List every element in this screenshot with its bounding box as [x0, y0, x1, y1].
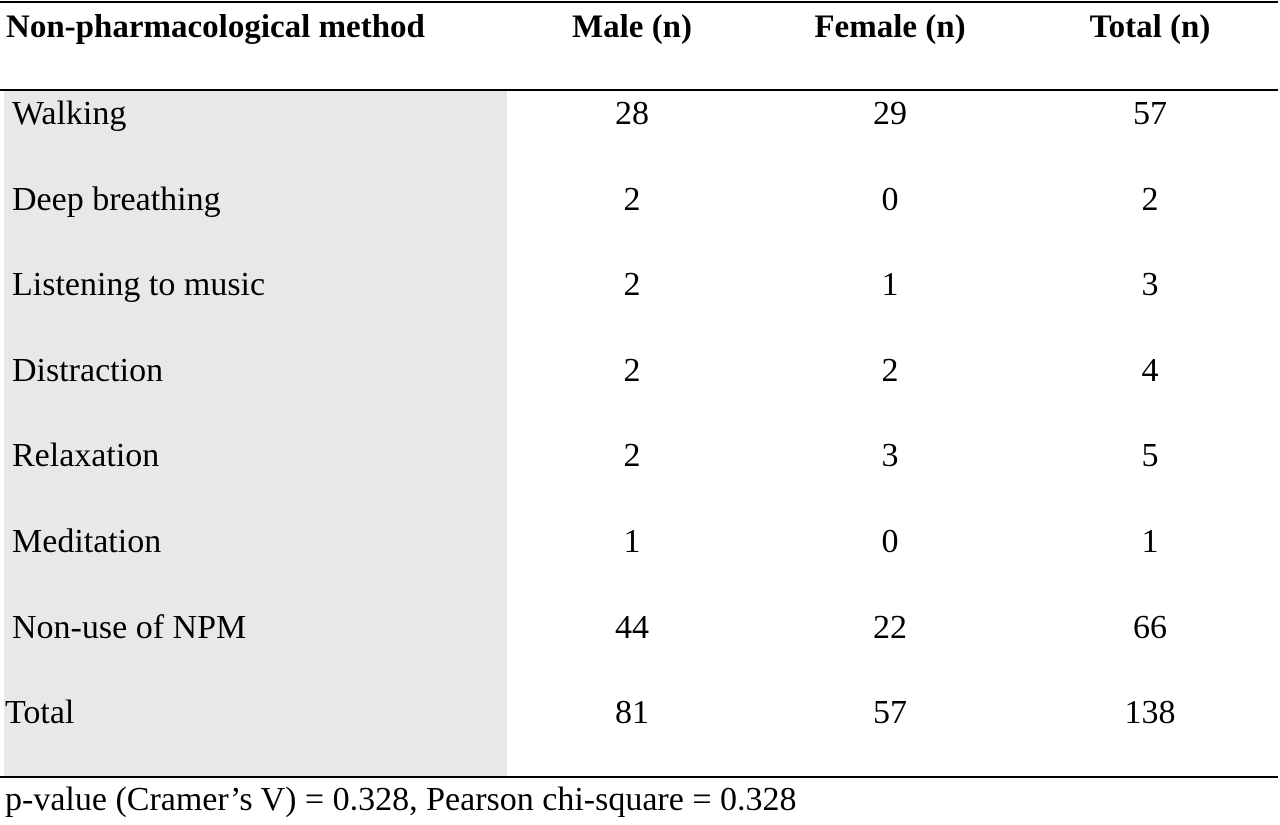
total-cell: 57 [1133, 95, 1167, 132]
table-row-deep-breathing: Deep breathing 2 0 2 [0, 177, 1280, 263]
total-cell: 138 [1124, 694, 1176, 732]
total-cell: 66 [1133, 608, 1167, 646]
male-cell: 2 [623, 180, 641, 218]
method-cell: Deep breathing [12, 180, 221, 218]
female-cell: 2 [881, 351, 899, 389]
first-column-shading [4, 91, 507, 776]
male-cell: 44 [615, 608, 649, 646]
header-male: Male (n) [571, 9, 693, 45]
header-female: Female (n) [814, 9, 966, 45]
method-cell: Meditation [12, 522, 162, 560]
total-cell: 1 [1141, 522, 1159, 560]
table-row-relaxation: Relaxation 2 3 5 [0, 433, 1280, 519]
male-cell: 2 [623, 351, 641, 389]
male-cell: 28 [615, 95, 649, 132]
female-cell: 3 [881, 437, 899, 475]
female-cell: 1 [881, 266, 899, 304]
table-row-listening-to-music: Listening to music 2 1 3 [0, 262, 1280, 348]
method-cell: Relaxation [12, 437, 160, 475]
male-cell: 2 [623, 437, 641, 475]
table-footnote: p-value (Cramer’s V) = 0.328, Pearson ch… [5, 781, 797, 818]
table-row-non-use-of-npm: Non-use of NPM 44 22 66 [0, 605, 1280, 691]
table-body: Walking 28 29 57 Deep breathing 2 0 2 Li… [0, 91, 1280, 776]
total-cell: 2 [1141, 180, 1159, 218]
female-cell: 29 [873, 95, 907, 132]
header-total: Total (n) [1089, 9, 1211, 45]
table-header-row: Non-pharmacological method Male (n) Fema… [0, 0, 1280, 89]
total-cell: 3 [1141, 266, 1159, 304]
table-row-distraction: Distraction 2 2 4 [0, 348, 1280, 434]
total-cell: 4 [1141, 351, 1159, 389]
table-row-walking: Walking 28 29 57 [0, 91, 1280, 177]
table-row-meditation: Meditation 1 0 1 [0, 519, 1280, 605]
table-header-rule [0, 89, 1278, 91]
table-top-rule [0, 1, 1278, 3]
method-cell: Total [5, 694, 75, 732]
total-cell: 5 [1141, 437, 1159, 475]
female-cell: 0 [881, 180, 899, 218]
method-cell: Listening to music [12, 266, 266, 304]
header-method: Non-pharmacological method [6, 9, 425, 45]
male-cell: 81 [615, 694, 649, 732]
table-bottom-rule [0, 776, 1278, 778]
female-cell: 22 [873, 608, 907, 646]
female-cell: 0 [881, 522, 899, 560]
method-cell: Walking [12, 95, 127, 132]
female-cell: 57 [873, 694, 907, 732]
table-row-total: Total 81 57 138 [0, 690, 1280, 776]
male-cell: 2 [623, 266, 641, 304]
male-cell: 1 [623, 522, 641, 560]
method-cell: Non-use of NPM [12, 608, 247, 646]
method-cell: Distraction [12, 351, 164, 389]
